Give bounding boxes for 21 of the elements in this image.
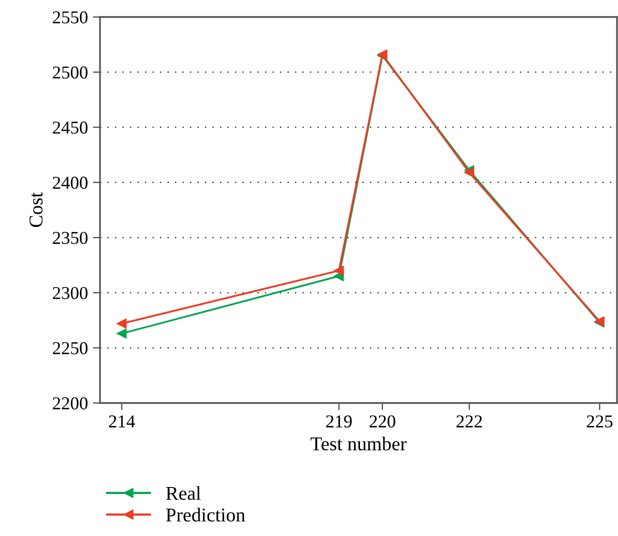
- y-tick-label: 2550: [52, 11, 88, 24]
- y-axis-title: Cost: [30, 192, 43, 228]
- x-tick-label: 225: [586, 415, 612, 428]
- x-tick-label: 222: [456, 415, 482, 428]
- x-axis-title: Test number: [310, 436, 407, 450]
- y-tick-label: 2400: [52, 176, 88, 189]
- point: [334, 266, 344, 276]
- y-tick-label: 2350: [52, 232, 88, 244]
- x-tick-label: 214: [108, 415, 135, 428]
- point: [116, 318, 127, 328]
- x-tick-label: 219: [326, 415, 352, 428]
- y-tick-label: 2250: [52, 342, 88, 354]
- x-tick-label: 220: [370, 415, 396, 428]
- y-tick-label: 2500: [52, 66, 88, 79]
- legend-label: Prediction: [166, 508, 246, 522]
- legend-label: Real: [166, 486, 201, 500]
- y-tick-label: 2300: [52, 286, 88, 300]
- point: [116, 328, 127, 338]
- point: [464, 168, 474, 178]
- y-tick-label: 2450: [52, 122, 88, 134]
- y-tick-label: 2200: [52, 397, 88, 410]
